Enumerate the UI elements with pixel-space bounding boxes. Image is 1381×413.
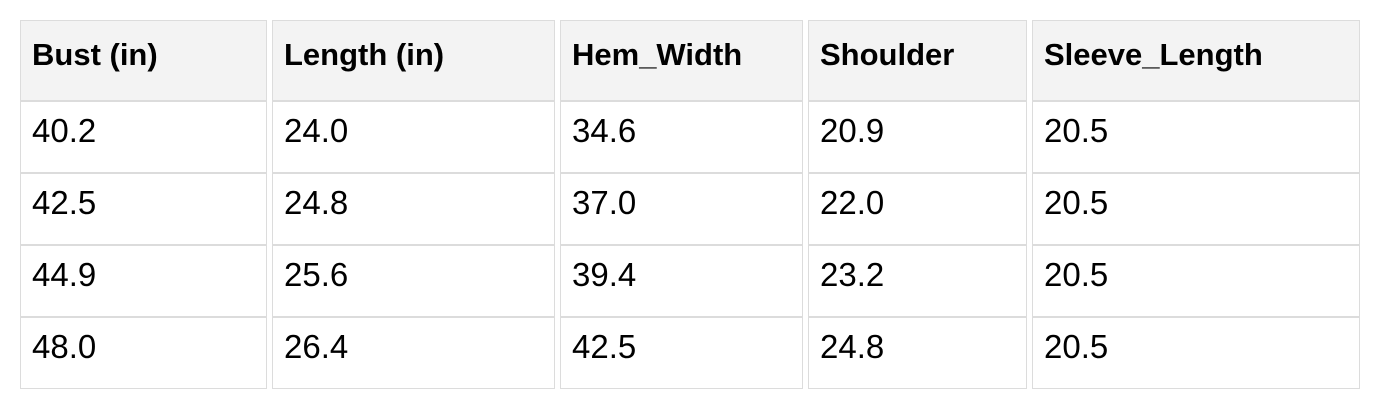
table-row: 48.0 26.4 42.5 24.8 20.5 [20,317,1360,389]
table-cell: 34.6 [560,101,803,173]
column-header: Shoulder [808,20,1027,101]
table-cell: 22.0 [808,173,1027,245]
table-header-row: Bust (in) Length (in) Hem_Width Shoulder Sle… [20,20,1360,101]
measurements-table: Bust (in) Length (in) Hem_Width Shoulder Sle… [15,20,1365,389]
table-cell: 24.8 [272,173,555,245]
table-row: 44.9 25.6 39.4 23.2 20.5 [20,245,1360,317]
table-row: 40.2 24.0 34.6 20.9 20.5 [20,101,1360,173]
table-cell: 40.2 [20,101,267,173]
table-cell: 23.2 [808,245,1027,317]
table-cell: 20.5 [1032,173,1360,245]
column-header: Length (in) [272,20,555,101]
table-cell: 44.9 [20,245,267,317]
table-cell: 25.6 [272,245,555,317]
table-row: 42.5 24.8 37.0 22.0 20.5 [20,173,1360,245]
column-header: Sleeve_Length [1032,20,1360,101]
table-cell: 26.4 [272,317,555,389]
column-header: Bust (in) [20,20,267,101]
column-header: Hem_Width [560,20,803,101]
table-cell: 20.5 [1032,245,1360,317]
table-cell: 39.4 [560,245,803,317]
table-cell: 24.8 [808,317,1027,389]
table-cell: 48.0 [20,317,267,389]
table-cell: 24.0 [272,101,555,173]
table-cell: 20.5 [1032,317,1360,389]
table-cell: 42.5 [560,317,803,389]
table-header: Bust (in) Length (in) Hem_Width Shoulder Sle… [20,20,1360,101]
table-cell: 20.5 [1032,101,1360,173]
table-body: 40.2 24.0 34.6 20.9 20.5 42.5 24.8 37.0 22.0 20.5… [20,101,1360,389]
table-cell: 37.0 [560,173,803,245]
table-cell: 20.9 [808,101,1027,173]
table-cell: 42.5 [20,173,267,245]
